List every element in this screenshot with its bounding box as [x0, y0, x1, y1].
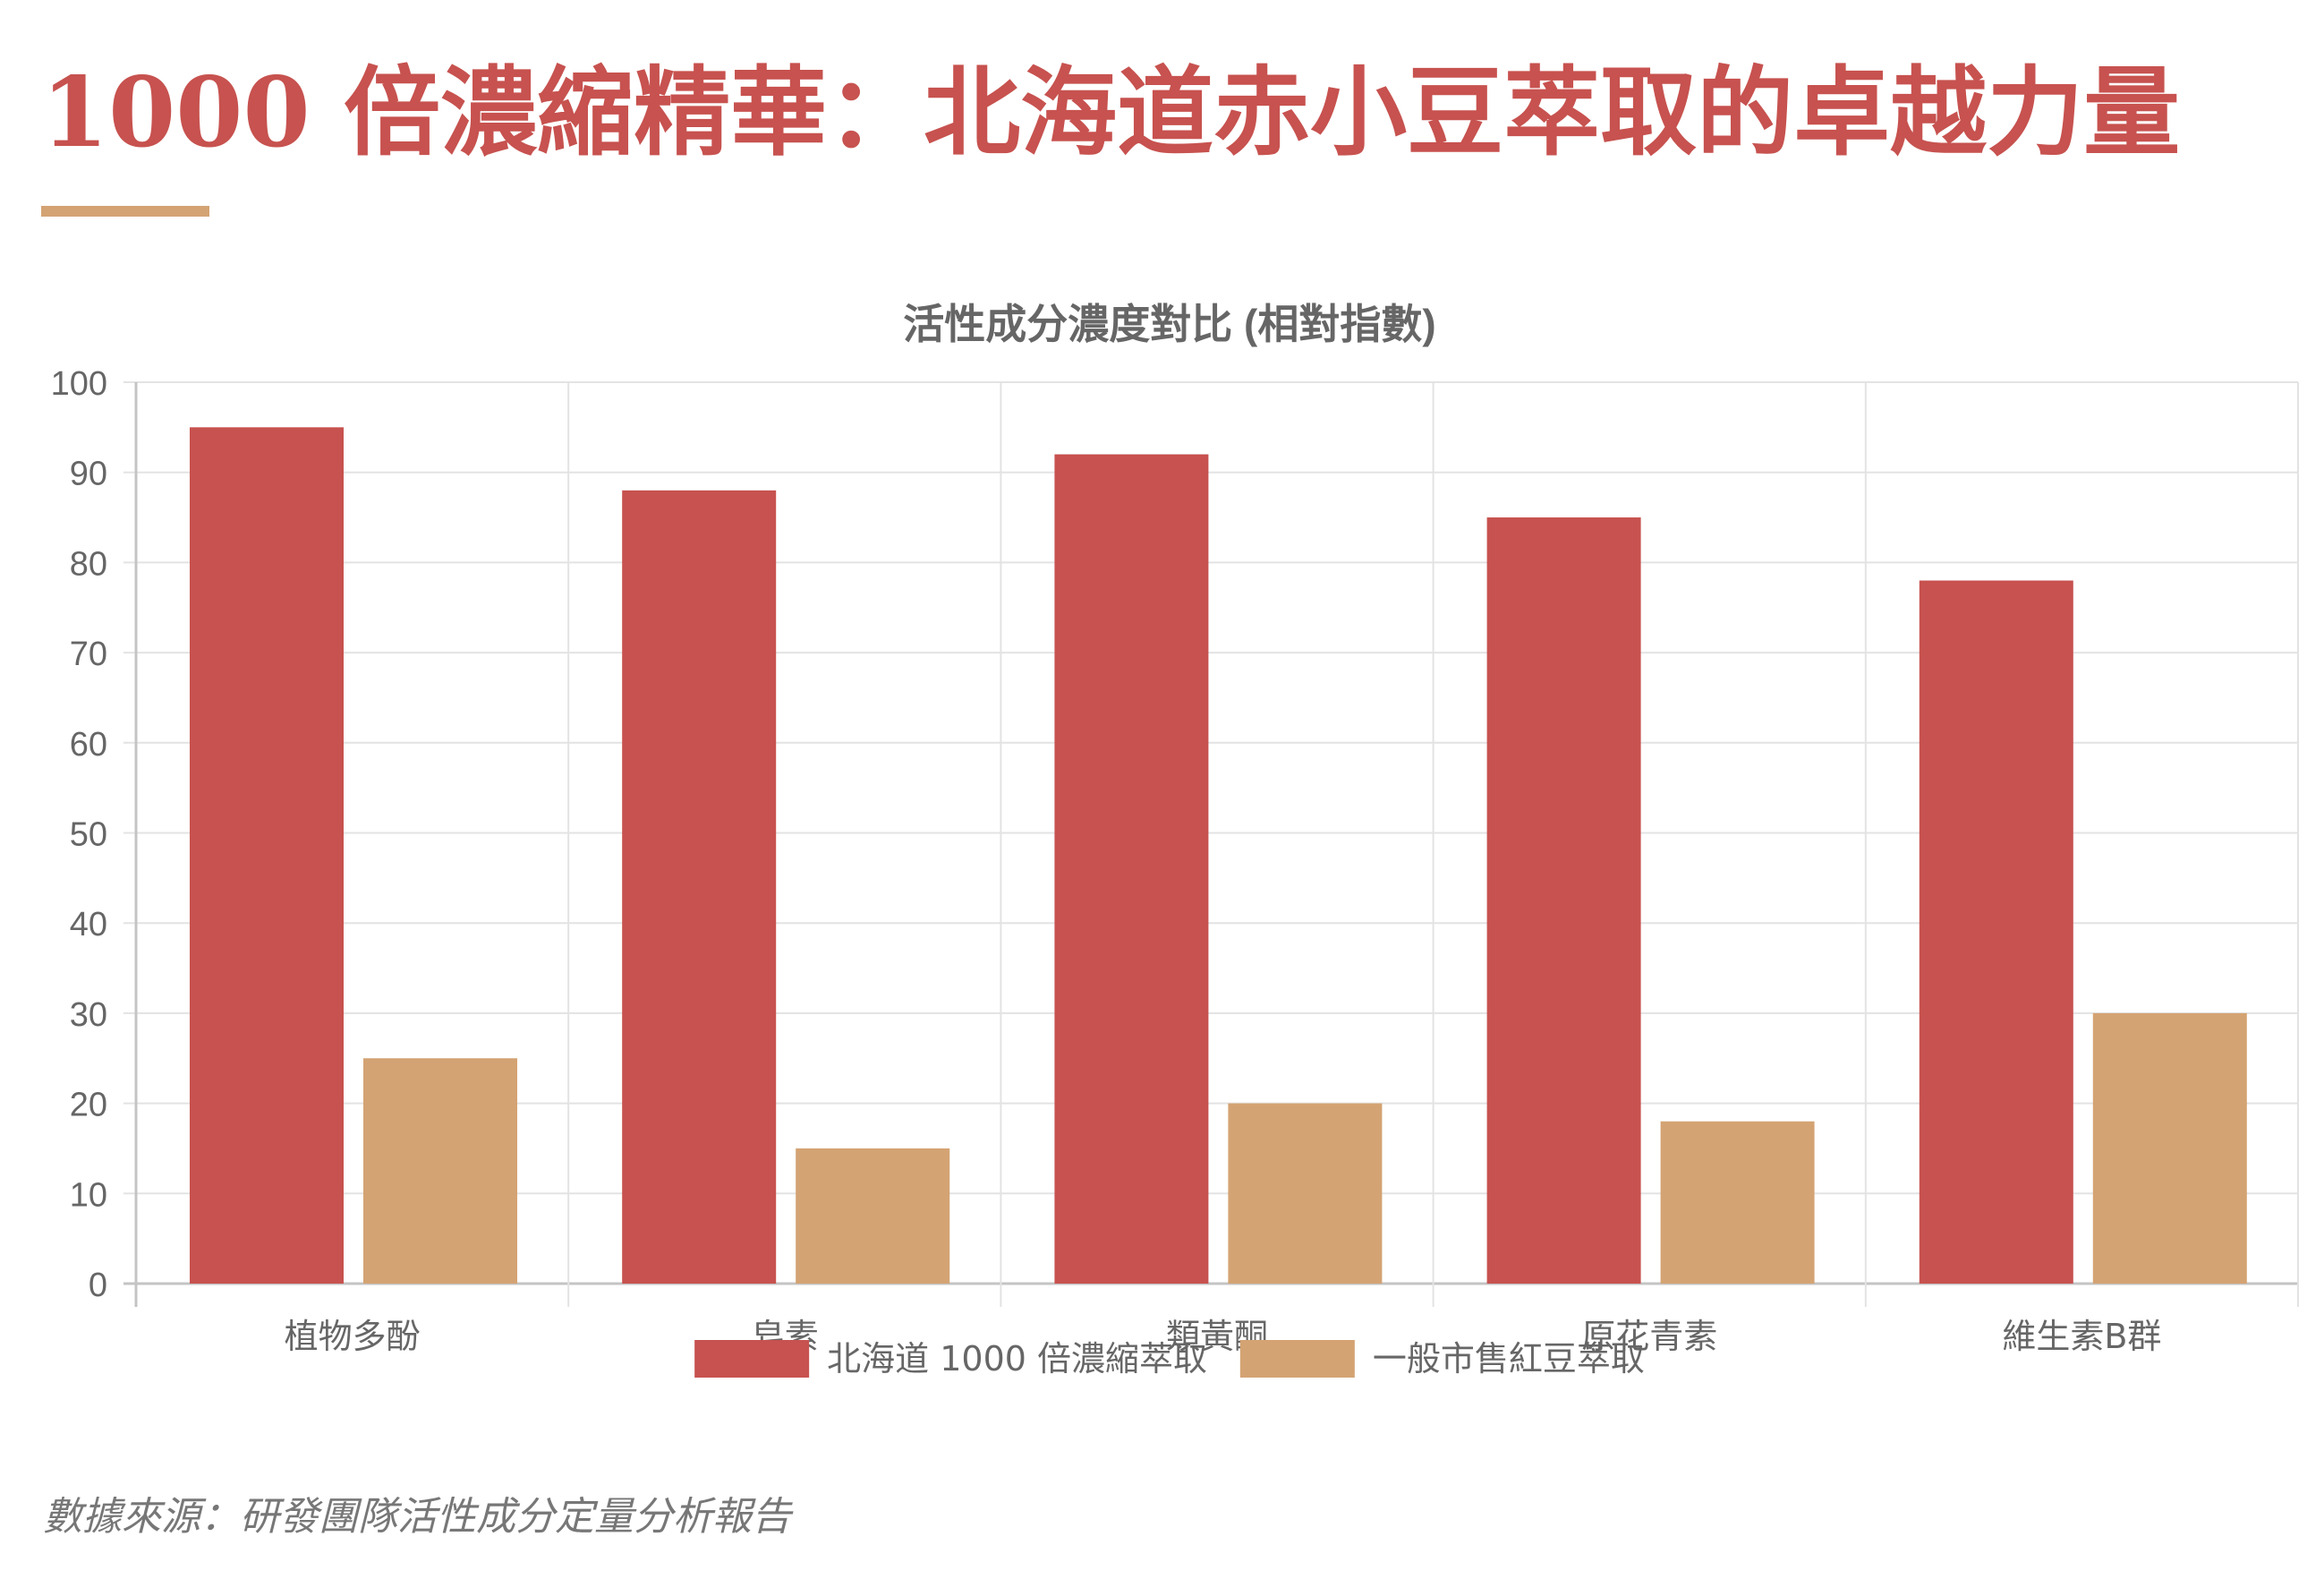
legend-item-0[interactable]: 北海道 1000 倍濃縮萃取 [694, 1339, 1207, 1378]
y-tick-label: 90 [70, 456, 107, 493]
legend-label: 北海道 1000 倍濃縮萃取 [827, 1339, 1207, 1378]
bar-market-3[interactable] [1660, 1121, 1815, 1284]
chart-title: 活性成分濃度對比 (相對指數) [903, 301, 1435, 347]
bars [190, 427, 2247, 1285]
legend-swatch [1239, 1340, 1355, 1378]
bar-market-2[interactable] [1228, 1103, 1383, 1284]
x-tick-label: 植物多酚 [285, 1317, 421, 1356]
y-tick-label: 100 [51, 365, 107, 403]
legend-item-1[interactable]: 一般市售紅豆萃取 [1239, 1339, 1645, 1378]
y-tick-label: 30 [70, 996, 107, 1034]
source-note: 數據來源：研發團隊活性成分定量分析報告 [43, 1494, 791, 1540]
legend[interactable]: 北海道 1000 倍濃縮萃取 一般市售紅豆萃取 [694, 1339, 1645, 1378]
y-tick-label: 40 [70, 906, 107, 943]
y-tick-label: 70 [70, 636, 107, 673]
y-tick-label: 50 [70, 816, 107, 854]
bar-hokkaido-3[interactable] [1486, 517, 1641, 1284]
bar-hokkaido-2[interactable] [1054, 454, 1209, 1284]
x-axis-ticks: 植物多酚 皂素 類黃酮 原花青素 維生素B群 [285, 1317, 2162, 1356]
bar-hokkaido-4[interactable] [1919, 580, 2073, 1284]
title-underline [41, 206, 209, 217]
page-title: 1000 倍濃縮精華：北海道赤小豆萃取的卓越力量 [41, 56, 2181, 169]
bar-market-0[interactable] [363, 1058, 517, 1284]
y-tick-label: 20 [70, 1087, 107, 1124]
y-axis-ticks: 0 10 20 30 40 50 60 70 80 90 100 [51, 365, 107, 1304]
legend-label: 一般市售紅豆萃取 [1373, 1339, 1645, 1378]
y-tick-label: 80 [70, 545, 107, 583]
bar-hokkaido-0[interactable] [190, 427, 344, 1285]
bar-market-1[interactable] [796, 1148, 950, 1284]
bar-market-4[interactable] [2092, 1012, 2247, 1284]
x-tick-label: 維生素B群 [2002, 1317, 2161, 1356]
y-tick-label: 60 [70, 726, 107, 764]
bar-chart: 活性成分濃度對比 (相對指數) 0 10 20 30 40 50 60 70 80 90 100 植… [51, 301, 2299, 1378]
x-tick-label: 原花青素 [1581, 1317, 1717, 1356]
y-tick-label: 0 [89, 1267, 107, 1304]
bar-hokkaido-1[interactable] [622, 490, 777, 1284]
y-tick-label: 10 [70, 1176, 107, 1214]
legend-swatch [694, 1340, 810, 1378]
